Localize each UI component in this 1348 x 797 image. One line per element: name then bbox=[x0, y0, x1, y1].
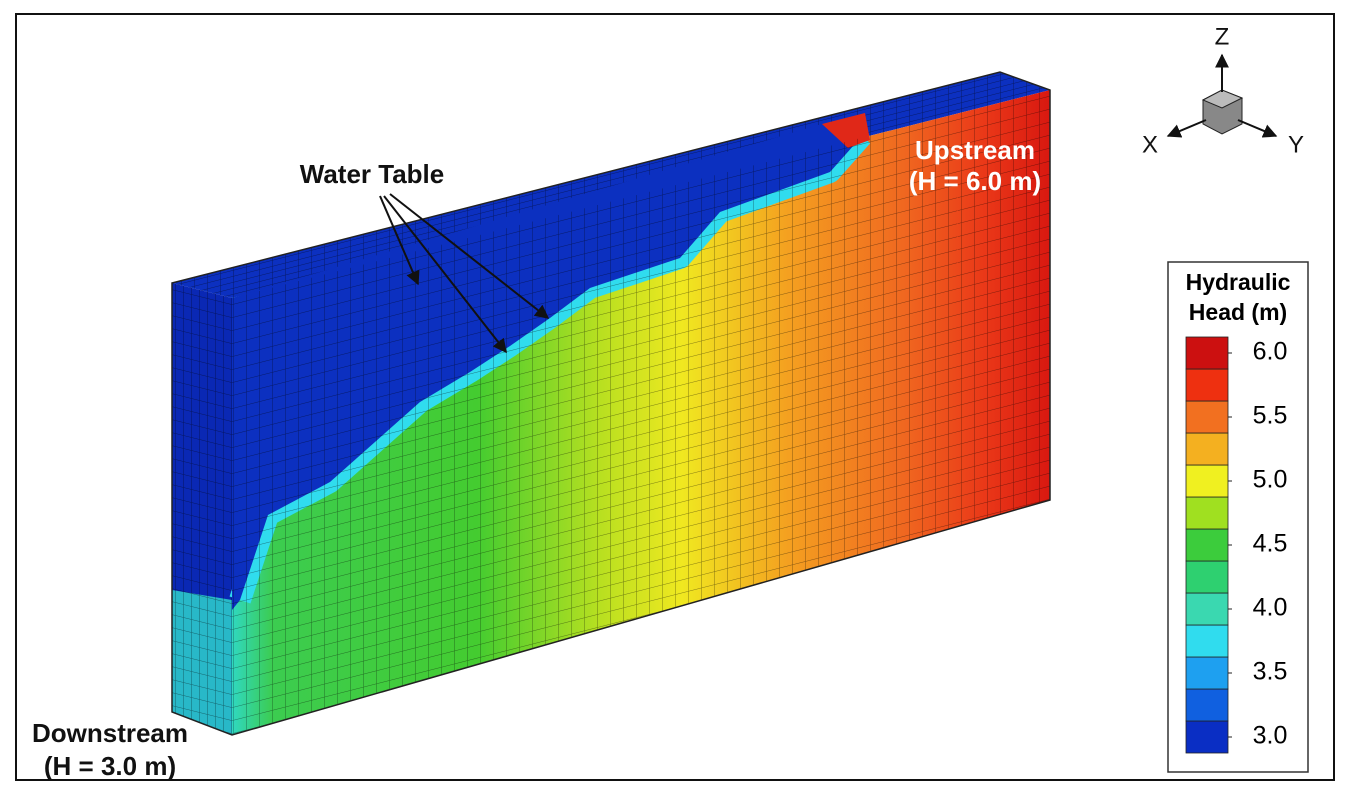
downstream-head: (H = 3.0 m) bbox=[44, 751, 176, 781]
colorbar-band bbox=[1185, 432, 1229, 466]
colorbar-band bbox=[1185, 592, 1229, 626]
axis-x: X bbox=[1142, 131, 1158, 158]
colorbar-band bbox=[1185, 720, 1229, 754]
colorbar-title: Hydraulic bbox=[1186, 269, 1291, 295]
axis-z: Z bbox=[1215, 23, 1230, 50]
model-block bbox=[171, 71, 1051, 736]
colorbar-band bbox=[1185, 624, 1229, 658]
colorbar-band bbox=[1185, 496, 1229, 530]
colorbar-tick-label: 4.0 bbox=[1253, 594, 1288, 622]
colorbar-tick-label: 3.0 bbox=[1253, 722, 1288, 750]
colorbar-tick-label: 6.0 bbox=[1253, 338, 1288, 366]
colorbar-band bbox=[1185, 560, 1229, 594]
colorbar-band bbox=[1185, 368, 1229, 402]
colorbar: Hydraulic Head (m) 3.0 3.5 4.0 4.5 5.0 5.5 6.0 bbox=[1167, 261, 1309, 773]
colorbar-band bbox=[1185, 528, 1229, 562]
colorbar-band bbox=[1185, 464, 1229, 498]
upstream-label: Upstream bbox=[915, 135, 1035, 165]
colorbar-tick-label: 4.5 bbox=[1253, 530, 1288, 558]
downstream-label: Downstream bbox=[32, 718, 188, 748]
upstream-head: (H = 6.0 m) bbox=[909, 166, 1041, 196]
frame bbox=[15, 13, 1335, 781]
water-table-arrows bbox=[379, 193, 550, 354]
colorbar-tick-label: 5.0 bbox=[1253, 466, 1288, 494]
water-table-label: Water Table bbox=[300, 159, 444, 189]
colorbar-tick-label: 5.5 bbox=[1253, 402, 1288, 430]
colorbar-tick-label: 3.5 bbox=[1253, 658, 1288, 686]
axes-triad: Z X Y bbox=[1142, 23, 1304, 158]
colorbar-band bbox=[1185, 688, 1229, 722]
colorbar-band bbox=[1185, 336, 1229, 370]
colorbar-band bbox=[1185, 656, 1229, 690]
axis-y: Y bbox=[1288, 131, 1304, 158]
colorbar-band bbox=[1185, 400, 1229, 434]
colorbar-title: Head (m) bbox=[1189, 299, 1287, 325]
